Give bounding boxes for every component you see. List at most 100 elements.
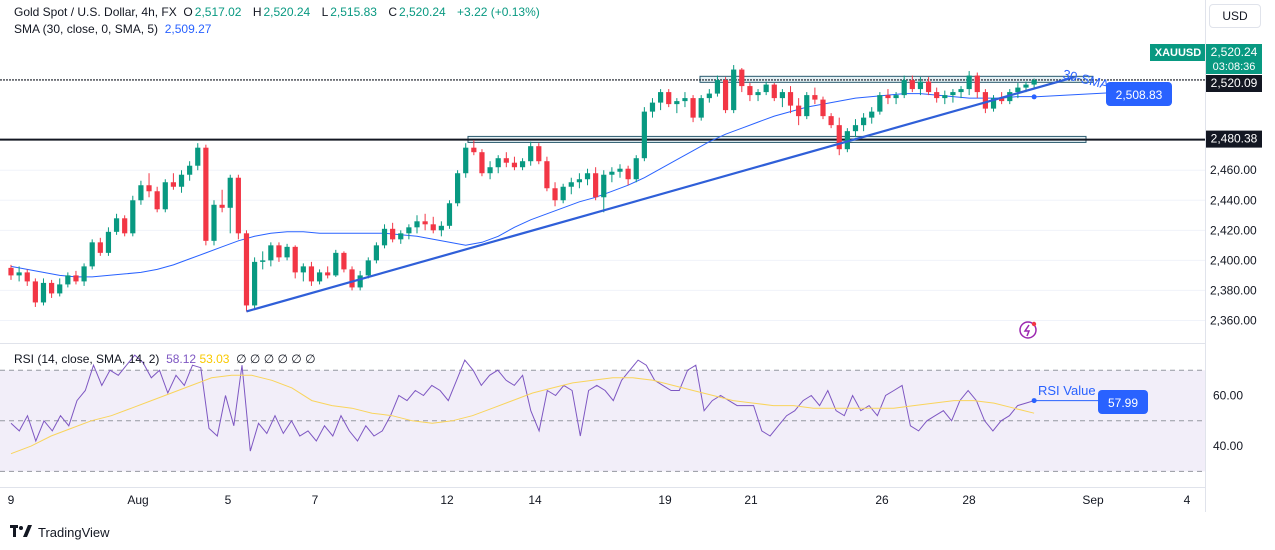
candle-body [381, 228, 388, 246]
rsi-extra-values: ∅ ∅ ∅ ∅ ∅ ∅ [236, 352, 316, 366]
rsi-line [10, 354, 1035, 452]
candle-body [747, 86, 753, 96]
high-key: H [252, 5, 262, 19]
candle-body [260, 260, 266, 262]
rsi-legend[interactable]: RSI (14, close, SMA, 14, 2) 58.12 53.03 … [14, 352, 316, 366]
candle-body [779, 92, 785, 99]
low-value: 2,515.83 [330, 5, 377, 19]
candle-body [252, 261, 258, 306]
ascending-trendline[interactable] [246, 76, 1076, 313]
candle-body [97, 242, 103, 253]
candle-body [731, 69, 737, 111]
candle-body [820, 99, 826, 117]
candle-body [625, 168, 631, 180]
currency-button[interactable]: USD [1209, 4, 1261, 28]
time-tick-label: 12 [440, 493, 454, 507]
candlestick-series [8, 65, 1037, 312]
pane-separator[interactable] [0, 343, 1205, 344]
tradingview-brand[interactable]: TradingView [10, 524, 110, 540]
sma-value: 2,509.27 [164, 22, 212, 36]
candle-body [438, 225, 444, 231]
candle-body [122, 218, 128, 234]
candle-body [170, 182, 176, 187]
rsi-value-text: 57.99 [1108, 396, 1138, 410]
candle-body [325, 272, 331, 276]
time-tick-label: Aug [127, 493, 148, 507]
candle-body [706, 93, 712, 99]
symbol-tag-text: XAUUSD [1155, 47, 1202, 59]
candle-body [276, 245, 282, 258]
candle-body [40, 282, 47, 303]
candle-body [536, 146, 542, 162]
support-price-tag [1206, 130, 1262, 148]
price-tick-label: 2,360.00 [1210, 313, 1257, 327]
candle-body [649, 102, 656, 112]
candle-body [999, 98, 1005, 102]
countdown-text: 03:08:36 [1213, 61, 1256, 73]
candle-body [544, 161, 550, 189]
candle-body [739, 69, 745, 87]
rsi-ma-line [10, 374, 1035, 455]
candle-body [658, 92, 664, 103]
time-tick-label: 28 [962, 493, 976, 507]
alert-clock-icon[interactable] [1019, 321, 1037, 339]
low-key: L [321, 5, 329, 19]
candle-body [877, 95, 883, 112]
rsi-ma-value: 53.03 [199, 352, 230, 366]
sma-callout-dot [1031, 94, 1037, 100]
time-tick-label: 7 [312, 493, 319, 507]
candle-body [430, 224, 436, 231]
sma-callout-text: 30-SMA [1061, 66, 1111, 92]
candle-body [755, 92, 761, 96]
symbol-title[interactable]: Gold Spot / U.S. Dollar, 4h, FX [14, 5, 177, 19]
candle-body [219, 204, 225, 208]
trendline-path [246, 76, 1076, 313]
candle-body [690, 98, 696, 118]
candle-body [446, 203, 453, 226]
candle-body [682, 98, 688, 102]
alert-icon-dot [1031, 321, 1037, 327]
last-price-tag [1206, 44, 1262, 74]
candle-body [934, 92, 940, 99]
candle-body [503, 158, 509, 163]
candle-body [909, 80, 915, 90]
candle-body [804, 95, 810, 117]
candle-body [349, 269, 355, 288]
candle-body [1007, 92, 1013, 102]
candle-body [641, 111, 647, 159]
time-axis[interactable]: 9 Aug 5 7 12 14 19 21 26 28 Sep 4 [8, 493, 1191, 507]
candle-body [195, 147, 201, 166]
sma-legend[interactable]: SMA (30, close, 0, SMA, 5) 2,509.27 [14, 22, 211, 36]
close-value: 2,520.24 [398, 5, 446, 19]
candle-body [292, 246, 298, 273]
candle-body [950, 92, 956, 96]
candle-body [398, 233, 404, 240]
tradingview-logo-icon [10, 524, 32, 540]
resistance-price-text: 2,520.09 [1211, 76, 1258, 90]
candle-body [885, 95, 891, 99]
candle-body [487, 167, 493, 174]
candle-body [414, 221, 420, 228]
price-axis-border [1205, 0, 1206, 512]
sma-value-text: 2,508.83 [1116, 88, 1163, 102]
price-axis[interactable]: 2,360.00 2,380.00 2,400.00 2,420.00 2,440.00… [1150, 44, 1262, 453]
candle-body [162, 182, 168, 210]
consolidation-zones [467, 75, 1094, 143]
time-tick-label: 19 [658, 493, 672, 507]
candle-body [130, 200, 136, 234]
candle-body [268, 245, 274, 261]
resistance-price-tag [1206, 75, 1262, 92]
candle-body [81, 266, 87, 282]
candle-body [57, 284, 63, 294]
sma-30-path [10, 93, 1035, 278]
candle-body [593, 173, 599, 198]
candle-body [722, 80, 729, 111]
candle-body [495, 158, 501, 168]
consolidation-zone [699, 75, 1094, 83]
candle-body [519, 161, 526, 168]
close-key: C [388, 5, 397, 19]
price-tick-label: 2,380.00 [1210, 283, 1257, 297]
candle-body [203, 147, 209, 241]
candle-body [958, 89, 964, 93]
candle-body [828, 116, 834, 126]
